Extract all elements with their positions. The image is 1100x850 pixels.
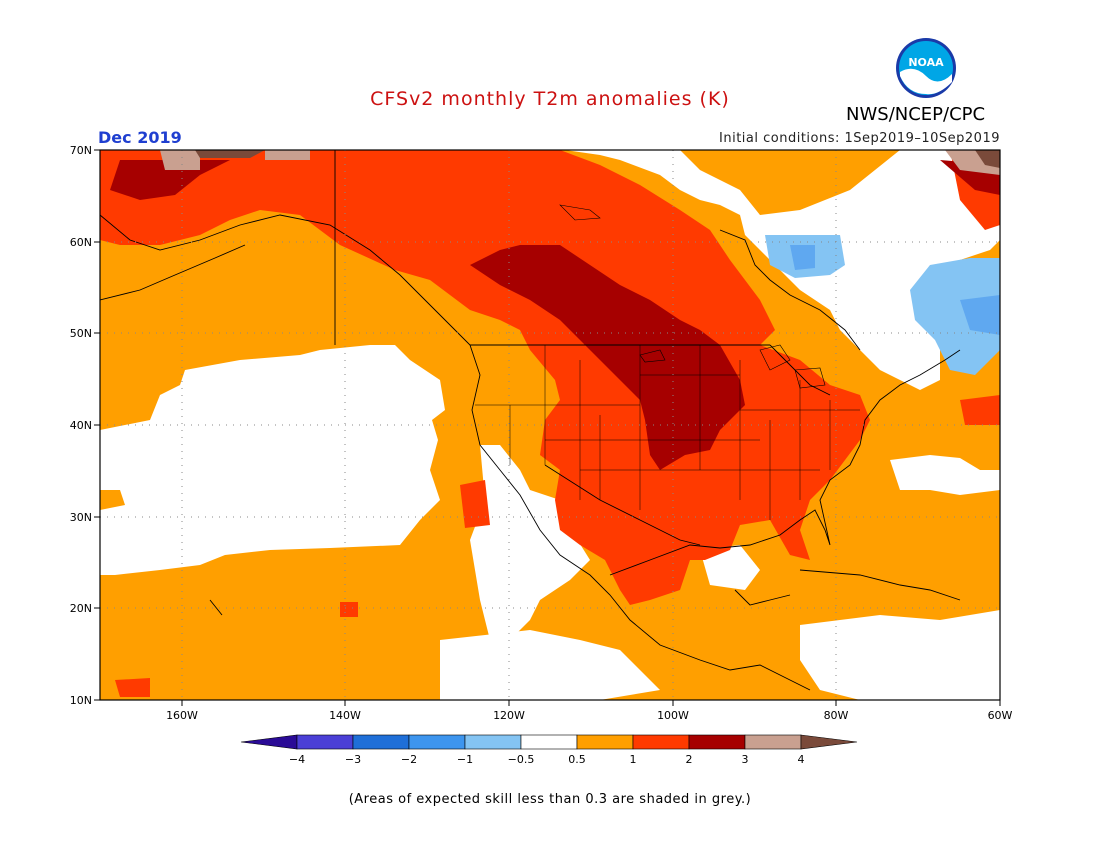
field-warm-4-a — [160, 150, 200, 170]
x-axis: 160W 140W 120W 100W 80W 60W — [166, 700, 1013, 722]
field-near-normal-pacific — [100, 345, 445, 575]
x-tick-100w: 100W — [657, 709, 689, 722]
svg-text:NOAA: NOAA — [908, 56, 944, 69]
noaa-logo: NOAA — [896, 38, 956, 98]
map-title: CFSv2 monthly T2m anomalies (K) — [370, 88, 730, 110]
field-warm-4-b — [265, 150, 310, 160]
initial-conditions: Initial conditions: 1Sep2019–10Sep2019 — [719, 131, 1000, 146]
map-field — [100, 150, 1000, 700]
field-warm-2-hawaii — [340, 602, 358, 617]
field-warm-2-atlantic — [960, 395, 1000, 425]
field-near-normal-gulf — [700, 545, 760, 590]
y-tick-30n: 30N — [70, 511, 92, 524]
y-tick-10n: 10N — [70, 694, 92, 707]
anomaly-map: 70N 60N 50N 40N 30N 20N 10N 160W 140W 12… — [70, 144, 1013, 722]
gridlines — [100, 150, 1000, 700]
agency-label: NWS/NCEP/CPC — [846, 104, 986, 125]
field-warm-2-baja — [460, 480, 490, 528]
field-warm-2 — [100, 150, 870, 605]
state-borders — [475, 345, 860, 520]
lakes — [559, 204, 826, 389]
y-axis: 70N 60N 50N 40N 30N 20N 10N — [70, 144, 100, 707]
coastlines — [100, 150, 961, 691]
field-warm-2-south — [115, 678, 150, 697]
skill-note: (Areas of expected skill less than 0.3 a… — [348, 792, 752, 807]
field-warm-5-b — [975, 150, 1000, 168]
x-tick-120w: 120W — [493, 709, 525, 722]
field-cold-hudson-core — [790, 245, 815, 270]
x-tick-160w: 160W — [166, 709, 198, 722]
y-tick-70n: 70N — [70, 144, 92, 157]
field-warm-3-plains — [470, 245, 745, 470]
field-cold-labrador-core — [960, 295, 1000, 335]
field-warm-patch — [100, 490, 125, 510]
field-warm-5-a — [195, 150, 265, 158]
x-tick-60w: 60W — [988, 709, 1013, 722]
x-tick-80w: 80W — [824, 709, 849, 722]
y-tick-60n: 60N — [70, 236, 92, 249]
y-tick-20n: 20N — [70, 602, 92, 615]
forecast-month: Dec 2019 — [98, 128, 182, 147]
y-tick-40n: 40N — [70, 419, 92, 432]
x-tick-140w: 140W — [329, 709, 361, 722]
y-tick-50n: 50N — [70, 327, 92, 340]
field-cold-labrador — [910, 258, 1000, 375]
field-near-normal-atlantic — [890, 455, 1000, 495]
field-near-normal-caribbean — [800, 610, 1000, 700]
field-near-normal-mexico-coast — [470, 445, 590, 640]
field-near-normal-east-pacific — [440, 630, 660, 700]
